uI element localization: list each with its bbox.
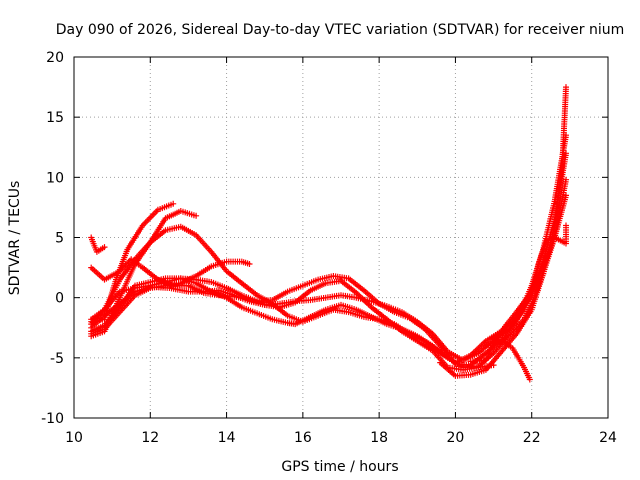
data-series <box>88 84 569 383</box>
plus-markers <box>88 208 200 340</box>
plus-markers <box>88 150 569 366</box>
x-tick-labels: 10 12 14 16 18 20 22 24 <box>65 430 617 446</box>
series-line <box>90 153 567 364</box>
series-track-12 <box>467 222 569 365</box>
x-tick-label: 22 <box>523 430 541 446</box>
x-tick-label: 14 <box>218 430 236 446</box>
x-tick-label: 10 <box>65 430 83 446</box>
y-tick-label: 5 <box>55 231 64 247</box>
y-tick-label: 20 <box>46 50 64 66</box>
chart-title: Day 090 of 2026, Sidereal Day-to-day VTE… <box>56 22 625 38</box>
x-tick-label: 18 <box>370 430 388 446</box>
x-tick-label: 20 <box>447 430 465 446</box>
series-line <box>90 135 567 366</box>
y-tick-label: -5 <box>50 351 64 367</box>
y-tick-label: -10 <box>41 411 64 427</box>
series-track-9 <box>88 234 108 255</box>
series-track-8 <box>88 200 177 325</box>
series-track-11 <box>482 336 533 383</box>
axis-ticks <box>73 56 609 419</box>
plus-markers <box>482 336 533 383</box>
series-track-6 <box>88 256 497 373</box>
x-tick-label: 24 <box>599 430 617 446</box>
y-tick-label: 0 <box>55 291 64 307</box>
x-tick-label: 16 <box>294 430 312 446</box>
plus-markers <box>467 222 569 365</box>
y-tick-label: 10 <box>46 170 64 186</box>
series-track-4 <box>88 150 569 366</box>
plus-markers <box>88 234 108 255</box>
x-axis-label: GPS time / hours <box>281 459 398 475</box>
x-tick-label: 12 <box>141 430 159 446</box>
y-tick-label: 15 <box>46 110 64 126</box>
y-tick-labels: -10 -5 0 5 10 15 20 <box>41 50 64 427</box>
series-track-7 <box>88 208 200 340</box>
plus-markers <box>88 200 177 325</box>
y-axis-label: SDTVAR / TECUs <box>7 181 23 296</box>
